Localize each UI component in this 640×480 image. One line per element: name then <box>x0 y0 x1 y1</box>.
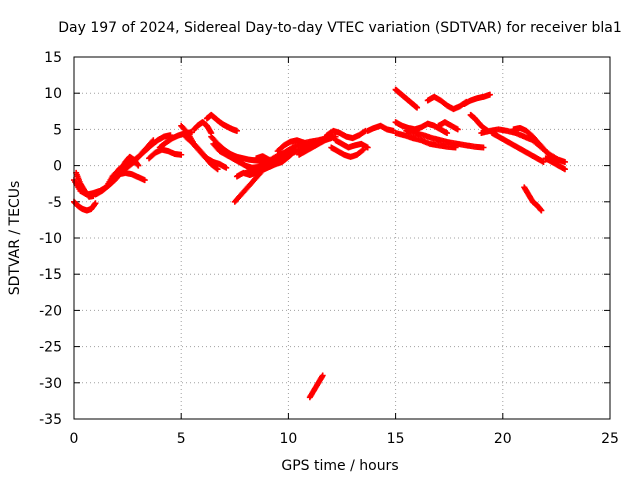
data-point <box>486 91 493 98</box>
data-point <box>213 165 220 172</box>
data-point <box>150 137 157 144</box>
series-arc-06 <box>118 153 142 173</box>
data-point <box>359 147 366 154</box>
series-arc-21 <box>296 135 335 158</box>
series-arc-02 <box>71 198 99 214</box>
y-tick-label: -25 <box>39 340 62 356</box>
data-point <box>538 207 545 214</box>
data-point <box>328 135 335 142</box>
data-point <box>141 177 148 184</box>
data-point <box>223 164 230 171</box>
series-arc-32 <box>435 119 461 133</box>
series-arc-08 <box>156 129 195 151</box>
series-arc-25 <box>332 137 371 151</box>
series-arc-34 <box>461 91 493 108</box>
series-arc-38 <box>521 184 545 214</box>
y-tick-label: 10 <box>44 86 62 102</box>
data-point <box>233 127 240 134</box>
data-point <box>444 130 451 137</box>
series-arc-11 <box>191 119 215 137</box>
data-point <box>92 200 99 207</box>
x-tick-label: 0 <box>70 431 79 447</box>
x-tick-label: 20 <box>494 431 512 447</box>
series-arc-39 <box>542 155 568 173</box>
y-tick-label: -20 <box>39 303 62 319</box>
x-tick-label: 25 <box>601 431 619 447</box>
y-axis-label: SDTVAR / TECUs <box>7 181 23 296</box>
x-tick-label: 10 <box>279 431 297 447</box>
data-point <box>214 166 221 173</box>
data-point <box>540 158 547 165</box>
data-point <box>561 166 568 173</box>
series-arc-03 <box>73 169 97 200</box>
x-axis-label: GPS time / hours <box>281 458 398 474</box>
y-tick-label: -30 <box>39 376 62 392</box>
series-arc-26 <box>364 122 397 134</box>
data-point <box>480 144 487 151</box>
x-tick-label: 15 <box>387 431 405 447</box>
chart-title: Day 197 of 2024, Sidereal Day-to-day VTE… <box>58 20 621 36</box>
data-points <box>71 86 568 401</box>
axis-tick-labels: 0 5 10 15 20 25 -35 -30 -25 -20 -15 -10 -5 0 5 10 15 <box>39 50 619 447</box>
series-arc-36 <box>489 130 547 165</box>
series-arc-29 <box>392 130 459 151</box>
data-point <box>319 372 326 379</box>
series-arc-10 <box>182 133 221 173</box>
data-point <box>135 162 142 169</box>
series-arc-12 <box>203 111 240 134</box>
series-arc-18 <box>253 148 298 168</box>
data-point <box>454 126 461 133</box>
y-tick-label: -15 <box>39 267 62 283</box>
data-point <box>178 151 185 158</box>
series-arc-07 <box>146 146 185 162</box>
y-tick-label: -10 <box>39 231 62 247</box>
series-arc-23 <box>323 127 369 142</box>
series-arc-24 <box>328 144 367 160</box>
plot-frame <box>73 56 611 420</box>
x-tick-label: 5 <box>177 431 186 447</box>
data-point <box>414 104 421 111</box>
data-point <box>290 149 297 156</box>
y-tick-label: 0 <box>53 159 62 175</box>
data-point <box>561 158 568 165</box>
y-tick-label: -5 <box>48 195 62 211</box>
series-arc-33 <box>467 111 491 134</box>
y-tick-label: -35 <box>39 412 62 428</box>
series-arc-30 <box>403 127 487 151</box>
y-tick-label: 5 <box>53 122 62 138</box>
series-arc-20 <box>274 137 313 155</box>
series-arc-22 <box>306 372 326 401</box>
series-arc-27 <box>392 86 421 111</box>
data-point <box>364 144 371 151</box>
grid-lines <box>74 57 610 419</box>
y-tick-label: 15 <box>44 50 62 66</box>
